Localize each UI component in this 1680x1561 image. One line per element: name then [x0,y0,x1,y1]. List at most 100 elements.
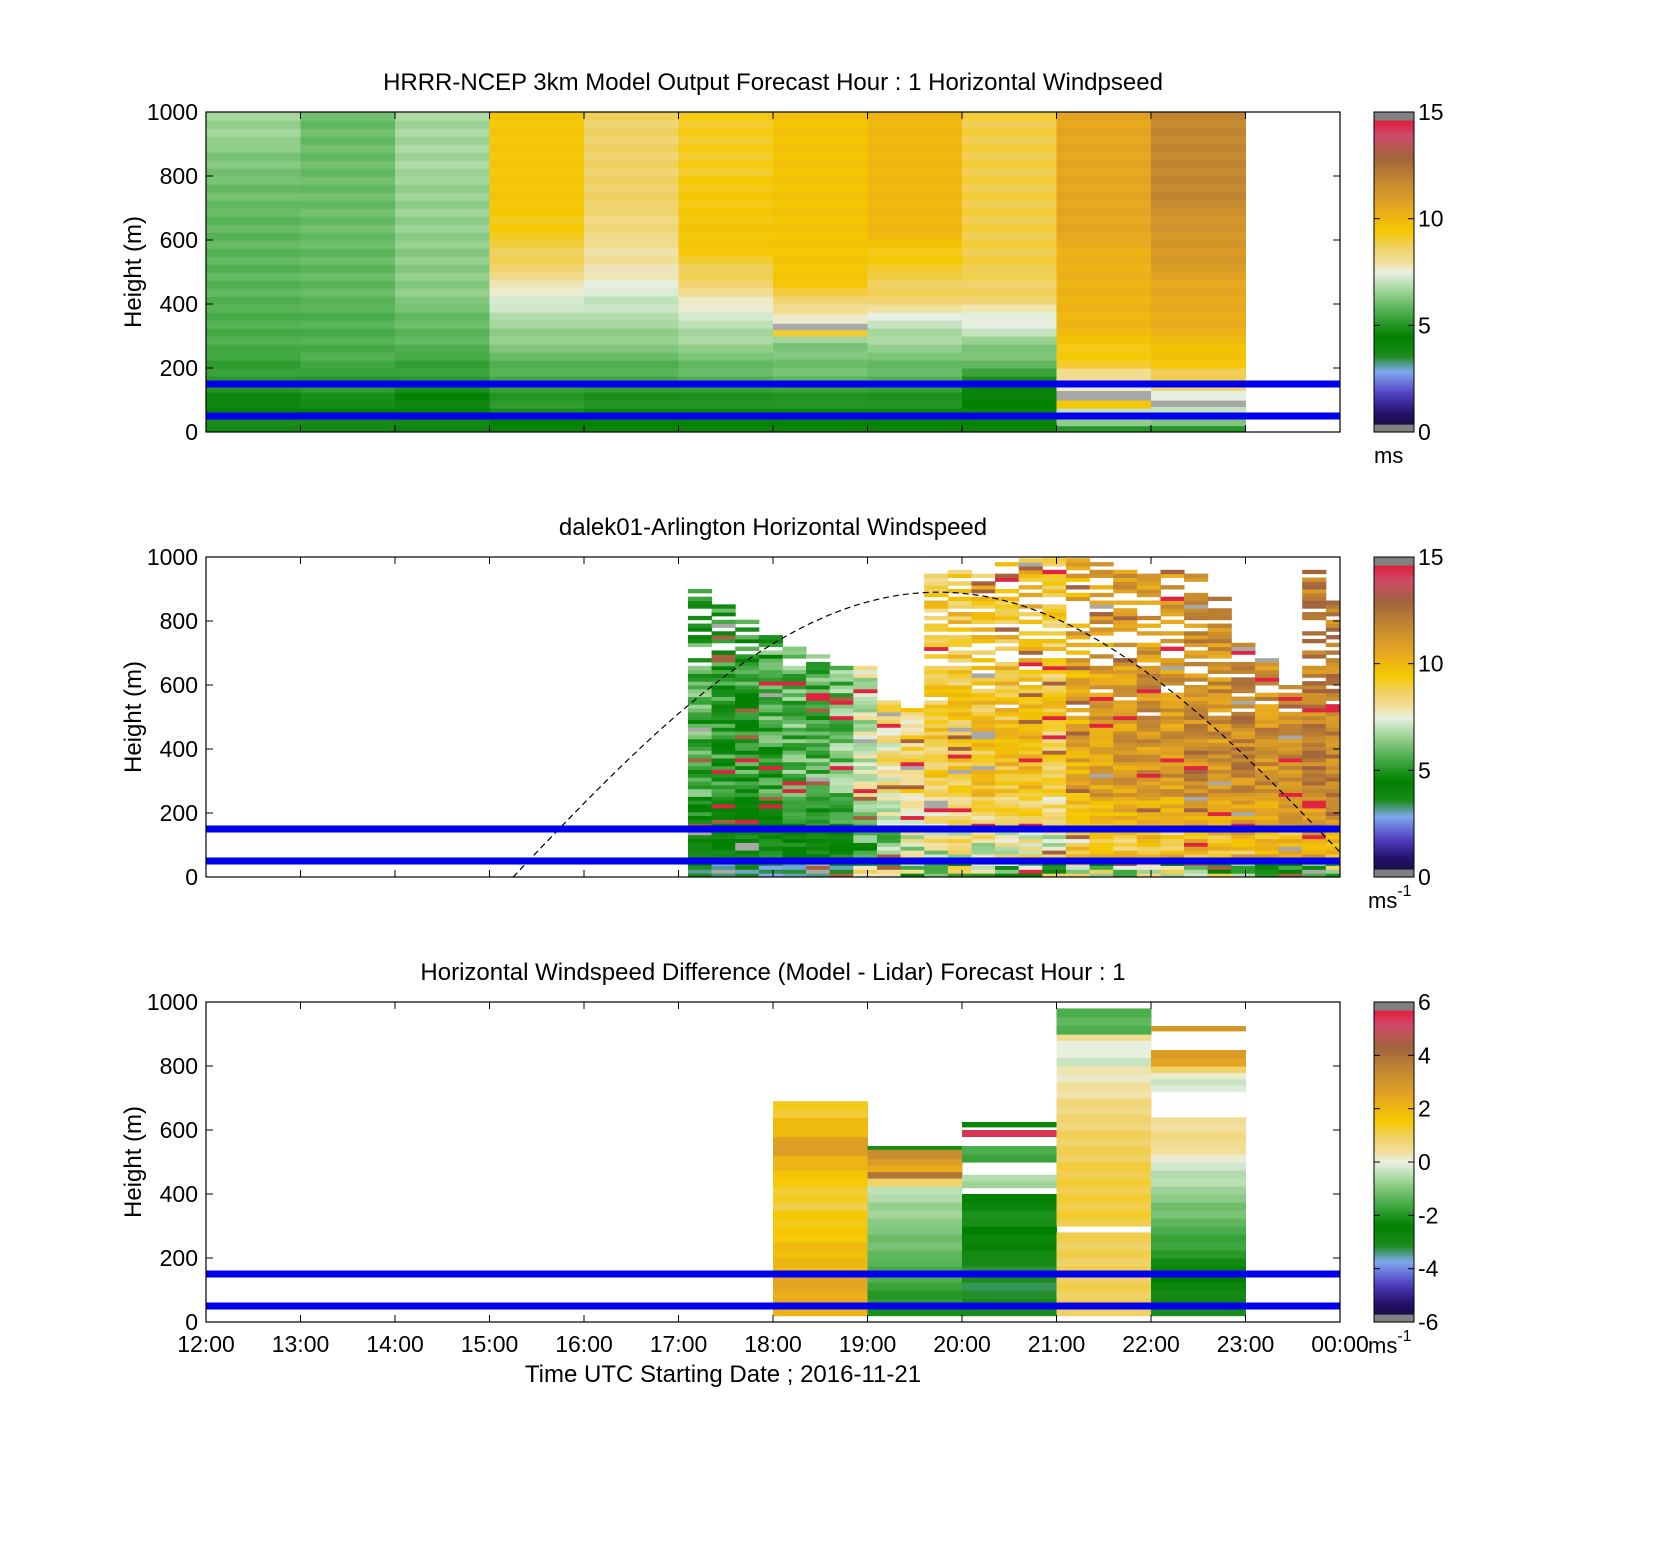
colorbar-tick-label: 10 [1418,206,1444,232]
heatmap-cell [584,344,679,353]
heatmap-cell [829,796,854,801]
heatmap-cell [1207,654,1232,659]
colorbar-band [1374,1039,1414,1043]
heatmap-cell [678,352,774,361]
heatmap-cell [829,761,854,767]
heatmap-cell [1018,800,1043,805]
heatmap-cell [395,208,490,217]
heatmap-cell [876,788,902,794]
heatmap-cell [962,1266,1057,1275]
heatmap-cell [876,704,902,709]
colorbar-band [1374,365,1414,369]
heatmap-cell [1184,807,1209,813]
heatmap-cell [735,654,760,659]
heatmap-cell [1160,853,1185,859]
colorbar-tick-label: 0 [1418,1149,1431,1175]
heatmap-cell [678,168,774,177]
colorbar-band [1374,138,1414,142]
heatmap-cell [489,304,585,313]
heatmap-cell [1151,1258,1246,1267]
heatmap-cell [876,700,902,705]
heatmap-cell [853,842,878,847]
heatmap-cell [806,711,831,717]
heatmap-cell [1056,352,1152,361]
heatmap-cell [876,853,902,859]
heatmap-cell [1231,800,1256,805]
colorbar-band [1374,170,1414,174]
heatmap-cell [1184,742,1209,747]
colorbar-band [1374,826,1414,830]
x-tick-label: 18:00 [744,1331,802,1357]
heatmap-cell [782,734,807,740]
heatmap-cell [1136,757,1161,763]
heatmap-cell [1018,631,1043,636]
heatmap-cell [1018,757,1043,763]
heatmap-cell [806,757,831,763]
colorbar-band [1374,594,1414,598]
heatmap-cell [1254,830,1280,836]
heatmap-cell [687,711,713,717]
heatmap-cell [1151,136,1246,145]
heatmap-cell [1065,796,1091,801]
heatmap-cell [1151,1290,1246,1300]
heatmap-cell [876,708,902,713]
heatmap-cell [687,757,713,763]
colorbar-band [1374,341,1414,345]
colorbar-band [1374,1215,1414,1219]
colorbar-band [1374,352,1414,356]
heatmap-cell [206,304,301,313]
heatmap-cell [1113,612,1138,617]
heatmap-cell [1325,635,1340,640]
heatmap-cell [995,719,1020,724]
heatmap-cell [1184,650,1209,655]
colorbar-band [1374,144,1414,148]
heatmap-cell [1325,788,1340,794]
heatmap-cell [206,112,301,121]
heatmap-cell [1151,1162,1246,1171]
heatmap-cell [962,1130,1057,1137]
colorbar-band [1374,152,1414,156]
heatmap-cell [867,120,963,129]
heatmap-cell [806,765,831,770]
colorbar-band [1374,1191,1414,1195]
heatmap-cell [806,708,831,713]
heatmap-cell [867,1194,963,1203]
heatmap-cell [867,1258,963,1267]
colorbar-band [1374,1063,1414,1067]
heatmap-cell [711,784,736,790]
heatmap-cell [806,796,831,801]
heatmap-cell [1231,777,1256,782]
heatmap-cell [206,176,301,185]
heatmap-cell [971,757,996,763]
heatmap-cell [1254,711,1280,717]
heatmap-cell [687,704,713,709]
heatmap-cell [489,360,585,369]
colorbar-band [1374,1100,1414,1104]
heatmap-cell [1056,248,1152,257]
heatmap-cell [300,248,396,257]
heatmap-cell [735,781,760,786]
heatmap-cell [1184,604,1209,609]
heatmap-cell [1136,792,1161,797]
colorbar-band [1374,1204,1414,1208]
heatmap-cell [1018,850,1043,855]
heatmap-cell [1325,830,1340,836]
heatmap-cell [206,376,301,385]
heatmap-cell [829,673,854,678]
heatmap-cell [1160,834,1185,840]
heatmap-cell [924,685,949,690]
y-tick-label: 600 [160,227,198,253]
heatmap-cell [1302,788,1327,794]
heatmap-cell [773,384,868,393]
heatmap-cell [678,320,774,329]
heatmap-cell [1207,853,1232,859]
heatmap-cell [773,336,868,343]
heatmap-cell [687,596,713,602]
heatmap-cell [1254,734,1280,740]
heatmap-cell [687,635,713,640]
heatmap-cell [1160,811,1185,817]
heatmap-cell [876,873,902,877]
heatmap-cell [971,727,996,732]
x-tick-label: 12:00 [177,1331,235,1357]
heatmap-cell [1278,761,1303,767]
